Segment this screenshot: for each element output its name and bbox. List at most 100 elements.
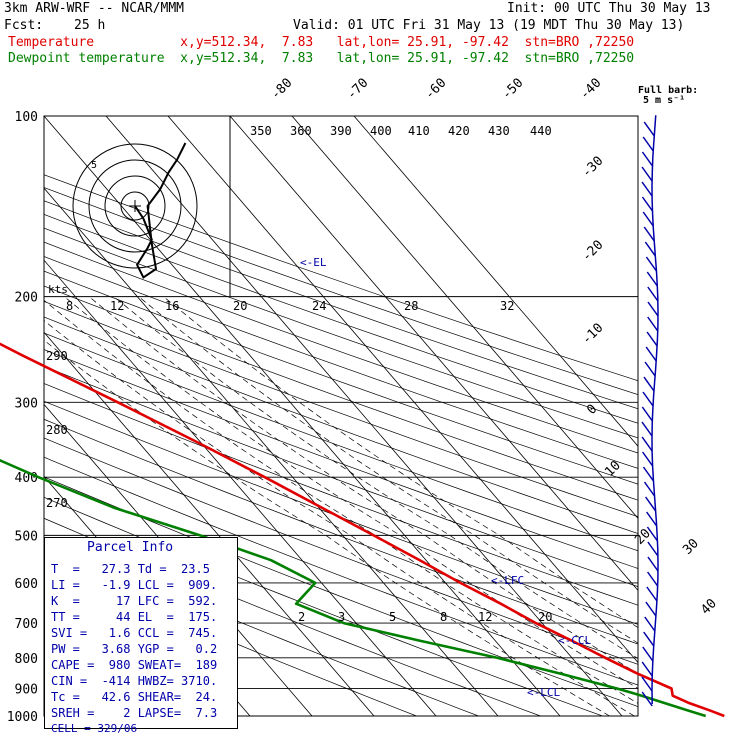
wind-barb [646,586,658,602]
wind-barb [647,541,659,557]
init-time: Init: 00 UTC Thu 30 May 13 [507,1,711,16]
axis-label: -20 [579,238,606,265]
wind-barb [643,121,655,137]
sounding-profiles [0,342,725,718]
dry-adiabat [44,187,638,395]
axis-label: 430 [488,124,510,138]
wind-barb [641,196,654,212]
isotherm-line [44,331,375,716]
wind-barb [645,601,657,617]
dry-adiabat [44,400,638,625]
isotherm-line [353,116,638,447]
dry-adiabat [44,174,638,382]
axis-label: 12 [478,610,492,624]
dry-adiabat [44,200,638,410]
parcel-row: PW = 3.68 YGP = 0.2 [51,642,218,656]
valid-time: Valid: 01 UTC Fri 31 May 13 (19 MDT Thu … [293,18,685,33]
parcel-info-title: Parcel Info [87,540,174,555]
axis-label: 280 [46,423,68,437]
parcel-row: SREH = 2 LAPSE= 7.3 [51,706,218,720]
axis-label: -10 [579,321,606,348]
dry-adiabat [44,383,638,606]
pressure-label: 500 [15,529,38,544]
legend-dewpoint: Dewpoint temperature x,y=512.34, 7.83 la… [8,51,635,66]
dry-adiabat [44,332,638,552]
axis-label: -30 [579,154,606,181]
wind-barb [646,511,658,527]
axis-label: -60 [422,76,449,103]
wind-barb [642,211,654,227]
axis-label: 290 [46,349,68,363]
axis-label: 410 [408,124,430,138]
hodograph-ring [72,143,198,269]
wind-barb [646,271,658,287]
wind-barb [641,676,653,692]
dry-adiabat [44,562,417,716]
temperature-profile [0,342,725,718]
barb-key-units: 5 m s⁻¹ [643,95,686,106]
wind-barb [643,226,655,242]
wind-barb [641,166,653,182]
axis-label: 20 [538,610,552,624]
wind-barb [641,406,653,422]
axis-label: 360 [290,124,312,138]
hodograph-ring [104,175,166,237]
axis-label: <-EL [300,256,327,269]
pressure-label: 800 [15,652,38,667]
parcel-row: CIN = -414 HWBZ= 3710. [51,674,218,688]
wind-barb [642,646,654,662]
parcel-row: TT = 44 EL = 175. [51,610,218,624]
axis-label: 420 [448,124,470,138]
pressure-label: 300 [15,396,38,411]
axis-label: 10 [602,458,624,480]
axis-label: 0 [584,402,600,418]
dry-adiabat [44,456,638,686]
hodograph-units: kts [48,283,68,296]
axis-label: <-LCL [527,686,560,699]
wind-barb [643,376,655,392]
axis-label: 3 [338,610,345,624]
pressure-label: 1000 [7,710,38,725]
wind-barb [644,361,656,377]
wind-barb [644,241,656,257]
dry-adiabat [44,270,638,485]
pressure-label: 400 [15,471,38,486]
wind-barb [641,181,653,197]
barb-key-title: Full barb: [638,85,699,96]
axis-label: 440 [530,124,552,138]
axis-label: 390 [330,124,352,138]
dry-adiabat [44,227,638,439]
wind-barb [641,151,654,167]
parcel-row: LI = -1.9 LCL = 909. [51,578,218,592]
parcel-row: SVI = 1.6 CCL = 745. [51,626,218,640]
wind-barb [643,631,655,647]
hodograph-ring [88,159,182,253]
isotherm-line [0,56,2,716]
dry-adiabat [44,300,638,518]
dry-adiabat [44,365,638,588]
axis-label: 24 [312,299,326,313]
forecast-label: Fcst: [4,18,44,33]
plot-frame [43,115,639,717]
axis-label: 32 [500,299,514,313]
wind-barb [645,346,657,362]
isotherm-line [44,187,499,716]
wind-barb [642,466,655,482]
isotherm-line [167,116,638,664]
axis-label: 5 [389,610,396,624]
wind-barb [647,556,659,572]
axis-label: 30 [680,536,702,558]
wind-barb [641,691,653,707]
legend-temperature: Temperature x,y=512.34, 7.83 lat,lon= 25… [8,35,635,50]
dry-adiabat [44,476,638,707]
wind-barb [647,301,659,317]
axis-label: 12 [110,299,124,313]
dry-adiabat [44,418,638,645]
wind-barb [642,391,654,407]
hodograph-ring-label: 5 [91,160,97,171]
axis-label: 28 [404,299,418,313]
axis-label: -40 [577,76,604,103]
wind-barb [646,331,658,347]
axis-label: -70 [344,76,371,103]
pressure-label: 100 [15,110,38,125]
